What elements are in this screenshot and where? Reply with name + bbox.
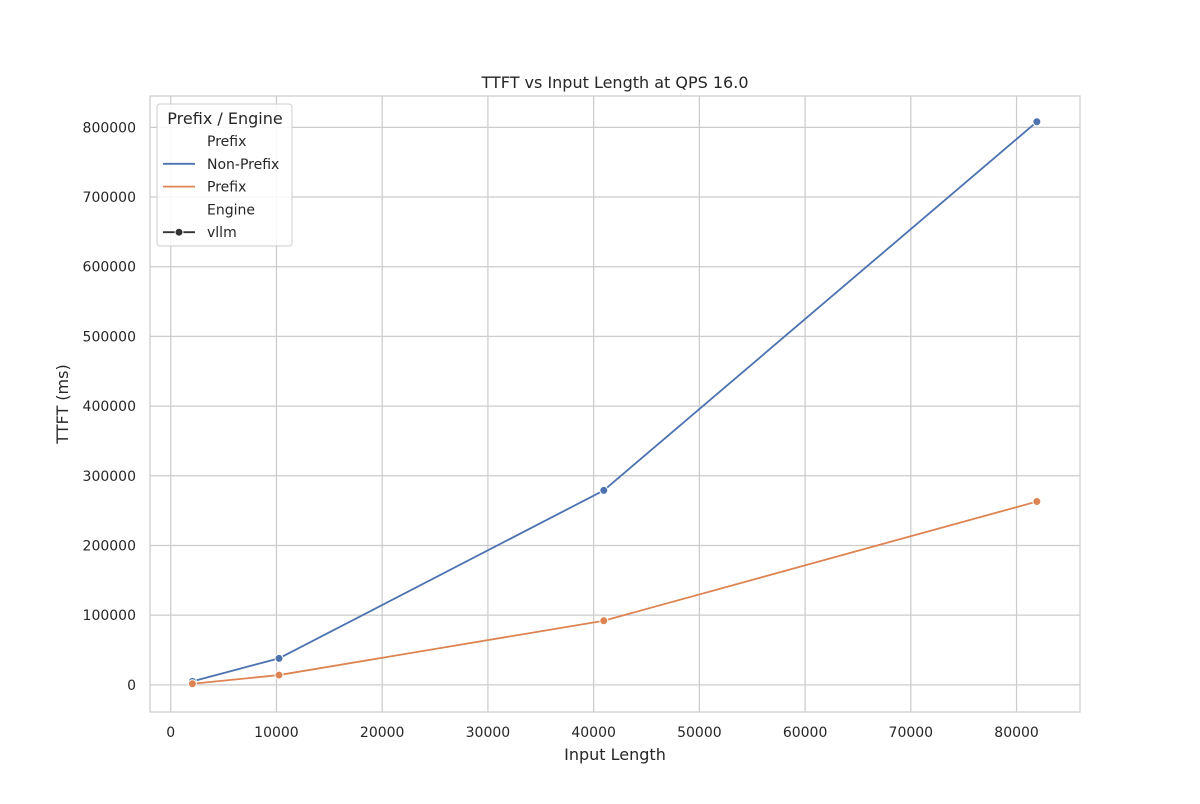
tick-labels: 0 10000 20000 30000 40000 50000 60000 70000 8000… <box>83 120 1039 741</box>
grid-layer <box>150 96 1080 712</box>
legend-label-prefix: Prefix <box>207 134 246 150</box>
y-tick-label: 200000 <box>83 538 136 554</box>
legend-label-non-prefix: Non-Prefix <box>207 157 279 173</box>
data-point-prefix <box>599 616 609 626</box>
series-layer <box>187 117 1042 689</box>
data-point-prefix <box>1032 497 1042 507</box>
plot-background <box>150 96 1080 712</box>
x-tick-label: 30000 <box>466 725 511 741</box>
y-axis-label: TTFT (ms) <box>53 364 72 444</box>
legend-box <box>156 103 293 247</box>
y-tick-label: 500000 <box>83 329 136 345</box>
data-point-non-prefix <box>1032 117 1042 127</box>
x-tick-label: 60000 <box>783 725 828 741</box>
y-tick-label: 0 <box>127 678 136 694</box>
x-tick-label: 20000 <box>360 725 405 741</box>
x-tick-label: 40000 <box>571 725 616 741</box>
y-tick-label: 400000 <box>83 399 136 415</box>
legend: Prefix / Engine Prefix Non-Prefix Prefix En… <box>156 103 293 247</box>
legend-label-prefix: Prefix <box>207 180 246 196</box>
chart-title: TTFT vs Input Length at QPS 16.0 <box>481 73 749 92</box>
data-point-prefix <box>274 670 284 680</box>
plot-frame <box>149 95 1081 713</box>
legend-marker-vllm <box>174 227 184 237</box>
data-point-non-prefix <box>274 653 284 663</box>
series-line-non-prefix <box>191 120 1038 683</box>
y-tick-label: 800000 <box>83 120 136 136</box>
y-tick-label: 100000 <box>83 608 136 624</box>
legend-label-vllm: vllm <box>207 225 237 241</box>
data-point-non-prefix <box>599 485 609 495</box>
legend-title: Prefix / Engine <box>167 109 282 128</box>
data-point-prefix <box>187 679 197 689</box>
x-tick-label: 70000 <box>889 725 934 741</box>
x-tick-label: 0 <box>166 725 175 741</box>
y-tick-label: 600000 <box>83 260 136 276</box>
legend-entries: Prefix Non-Prefix Prefix Engine vllm <box>163 134 279 241</box>
x-axis-label: Input Length <box>564 745 666 764</box>
y-tick-label: 300000 <box>83 469 136 485</box>
y-tick-label: 700000 <box>83 190 136 206</box>
x-tick-label: 50000 <box>677 725 722 741</box>
x-tick-label: 80000 <box>994 725 1039 741</box>
legend-label-engine: Engine <box>207 202 255 218</box>
x-tick-label: 10000 <box>254 725 299 741</box>
series-line-prefix <box>191 500 1038 685</box>
